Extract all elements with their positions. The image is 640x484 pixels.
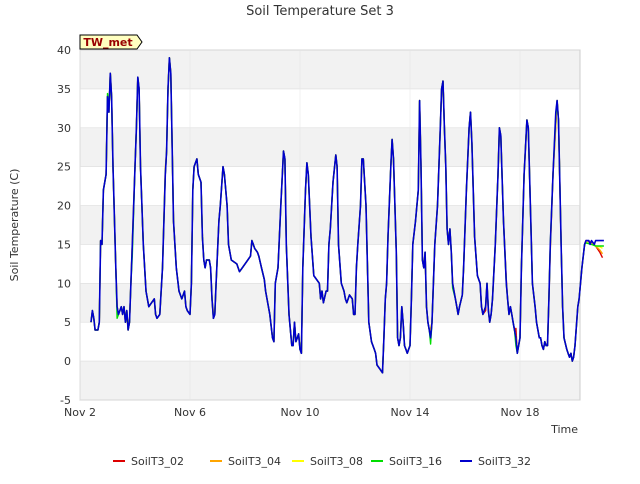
y-tick-label: 0 [64,355,71,368]
grid-band [80,127,580,167]
legend-item-soilt3_16: SoilT3_16 [371,455,442,468]
y-tick-label: 15 [57,238,71,251]
legend-label: SoilT3_08 [310,455,363,468]
chart-title: Soil Temperature Set 3 [246,4,394,19]
y-tick-label: -5 [60,394,71,407]
x-tick-label: Nov 10 [281,406,320,419]
y-tick-label: 35 [57,83,71,96]
y-tick-label: 30 [57,122,71,135]
x-tick-label: Nov 14 [391,406,430,419]
x-tick-label: Nov 2 [64,406,96,419]
legend-label: SoilT3_02 [131,455,184,468]
y-tick-label: 20 [57,200,71,213]
x-tick-label: Nov 6 [174,406,206,419]
legend-label: SoilT3_04 [228,455,281,468]
y-tick-label: 10 [57,277,71,290]
legend-item-soilt3_08: SoilT3_08 [292,455,363,468]
station-label-frame [79,34,143,50]
grid-band [80,283,580,323]
legend: SoilT3_02 SoilT3_04 SoilT3_08 SoilT3_16 Soil… [113,455,531,468]
y-tick-label: 40 [57,44,71,57]
legend-label: SoilT3_32 [478,455,531,468]
station-label-text: TW_met [83,36,132,49]
series-lines [90,57,604,374]
station-label-box: TW_met [79,34,143,50]
x-tick-label: Nov 18 [501,406,540,419]
series-line-soilt3_32 [90,57,604,374]
grid-band [80,361,580,400]
legend-item-soilt3_02: SoilT3_02 [113,455,184,468]
x-axis-ticks: Nov 2 Nov 6 Nov 10 Nov 14 Nov 18 [64,50,539,419]
legend-item-soilt3_32: SoilT3_32 [460,455,531,468]
y-tick-label: 5 [64,316,71,329]
y-tick-label: 25 [57,161,71,174]
legend-label: SoilT3_16 [389,455,442,468]
y-axis-label: Soil Temperature (C) [8,169,21,282]
legend-item-soilt3_04: SoilT3_04 [210,455,281,468]
x-axis-label: Time [550,423,578,436]
grid-band [80,50,580,89]
